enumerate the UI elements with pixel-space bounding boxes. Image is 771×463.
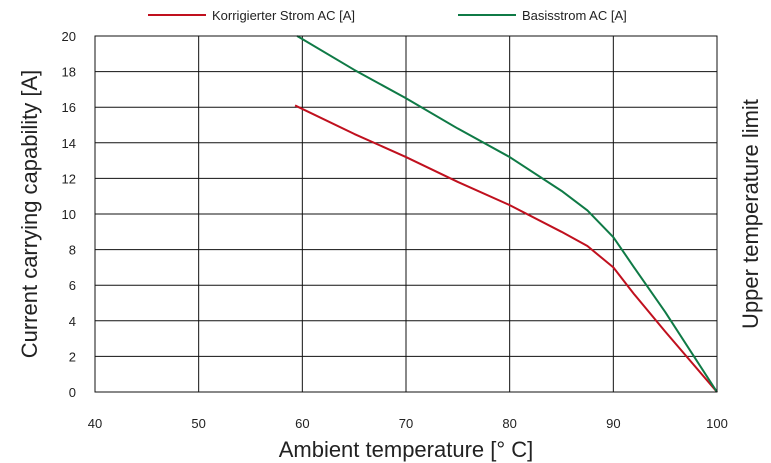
series-line-basisstrom — [296, 35, 718, 393]
series-line-korrigierter-strom — [294, 104, 718, 393]
legend-label-korrigierter-strom: Korrigierter Strom AC [A] — [212, 8, 355, 23]
y-tick-label: 0 — [69, 385, 76, 400]
y-tick-label: 6 — [69, 278, 76, 293]
x-tick-label: 70 — [399, 416, 413, 431]
y-tick-label: 8 — [69, 243, 76, 258]
y-tick-label: 20 — [62, 29, 76, 44]
y-tick-label: 16 — [62, 100, 76, 115]
x-tick-label: 80 — [502, 416, 516, 431]
plot-frame — [94, 35, 718, 393]
y-tick-label: 18 — [62, 65, 76, 80]
legend: Korrigierter Strom AC [A] Basisstrom AC … — [148, 8, 627, 23]
x-tick-label: 100 — [706, 416, 728, 431]
y2-axis-title: Upper temperature limit — [738, 99, 763, 329]
series-lines — [294, 35, 718, 393]
y-tick-label: 2 — [69, 349, 76, 364]
y-tick-label: 14 — [62, 136, 76, 151]
y-axis-title: Current carrying capability [A] — [17, 70, 42, 359]
y-tick-label: 10 — [62, 207, 76, 222]
x-axis-title: Ambient temperature [° C] — [279, 437, 534, 462]
x-tick-label: 50 — [191, 416, 205, 431]
grid — [95, 36, 717, 392]
tick-labels: 40 50 60 70 80 90 100 0 2 4 6 8 10 12 14 16 18 20 — [62, 29, 728, 431]
legend-label-basisstrom: Basisstrom AC [A] — [522, 8, 627, 23]
x-tick-label: 90 — [606, 416, 620, 431]
y-tick-label: 12 — [62, 171, 76, 186]
x-tick-label: 40 — [88, 416, 102, 431]
y-tick-label: 4 — [69, 314, 76, 329]
x-tick-label: 60 — [295, 416, 309, 431]
